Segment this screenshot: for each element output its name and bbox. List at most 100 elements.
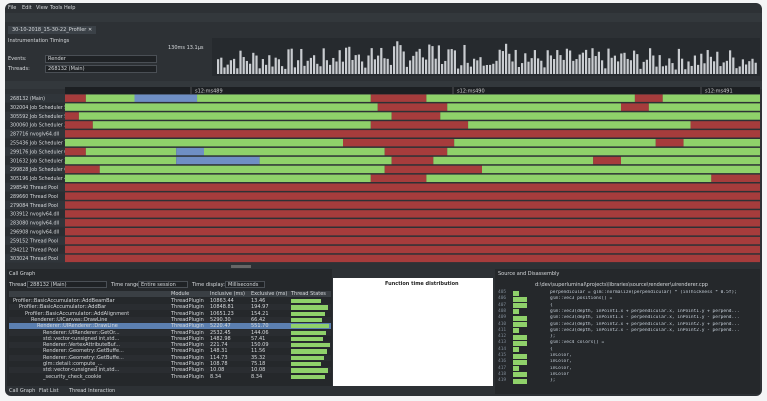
histogram-bar [585,49,588,74]
source-path: d:\dev\superluminal\projects\libraries\s… [535,282,708,288]
events-dropdown[interactable]: Render [45,55,157,63]
table-cell: 11.56 [251,348,266,355]
thread-state-bar [291,374,325,379]
histogram-bar [514,49,517,74]
thread-name: 305196 Job Scheduler 4 [10,176,67,182]
tree-cell: Profiler::BasicAccumulator::AddBar [19,304,107,311]
histogram-bar [588,58,591,74]
histogram-bar [489,64,492,74]
thread-segment [204,147,385,156]
thread-segment [377,103,448,111]
line-number: 410 [498,321,507,327]
display-value: Milliseconds [228,282,259,288]
thread-row-bg [5,138,65,147]
toolbar [5,13,762,22]
range-dropdown[interactable]: Entire session [138,281,188,288]
histogram-bar [258,68,261,74]
thread-segment [621,156,760,165]
thread-row-bg [5,174,65,183]
histogram-bar [594,56,597,74]
table-cell: 10848.81 [210,304,234,311]
histogram-bar [357,54,360,74]
table-cell: ThreadPlugin [171,373,204,380]
histogram-bar [354,55,357,74]
histogram-bar [693,55,696,74]
thread-segment [176,156,260,165]
table-row [9,323,331,330]
histogram-bar [271,66,274,74]
thread-segment [482,165,760,174]
histogram-bar [521,63,524,74]
histogram-bar [239,50,242,74]
thread-segment [92,121,371,129]
histogram-bar [492,63,495,74]
histogram-bar [668,58,671,74]
histogram-bar [642,61,645,74]
histogram-bar [482,65,485,74]
histogram-bar [751,58,754,74]
panel-title: Instrumentation Timings [8,38,70,44]
distribution-title: Function time distribution [385,281,459,287]
thread-segment [176,147,204,156]
thread-segment [655,139,684,147]
histogram-bar [453,50,456,74]
histogram-bar [431,46,434,74]
thread-state-bar [291,305,328,310]
table-row [9,304,331,311]
line-number: 419 [498,378,507,384]
coverage-bar [513,378,527,384]
thread-name: 294212 Thread Pool [10,247,58,253]
histogram-bar [537,58,540,74]
session-tab[interactable]: 30-10-2018_15-30-22_Profiler ✕ [8,26,97,34]
thread-segment [433,156,594,165]
histogram-bar [505,43,508,74]
histogram-bar [370,48,373,74]
histogram-bar [405,66,408,74]
time-marker: s12:ms490 [457,89,485,95]
histogram-bar [335,61,338,74]
tree-cell: Renderer::Geometry::GetBuffe... [43,348,124,355]
histogram-bar [447,49,450,74]
histogram-bar [303,65,306,74]
histogram-bar [725,60,728,74]
histogram-bar [546,50,549,74]
thread-segment [683,139,760,147]
thread-segment [65,139,343,147]
table-row [9,342,331,349]
thread-segment [65,94,86,102]
code-line: }; [550,378,556,384]
coverage-bar [513,366,519,372]
thread-segment [391,156,434,165]
thread-dropdown[interactable]: 288132 (Main) [27,281,107,288]
histogram-bar [223,67,226,74]
table-row [9,361,331,367]
histogram-bar [274,57,277,74]
thread-state-bar [291,317,322,323]
histogram-bar [639,68,642,74]
histogram-bar [690,65,693,74]
thread-segment [370,94,427,102]
histogram-bar [527,61,530,74]
table-cell: ThreadPlugin [171,310,204,317]
thread-segment [65,183,760,191]
histogram-bar [389,64,392,74]
line-number: 412 [498,334,507,340]
histogram-bar [722,62,725,74]
thread-segment [99,165,385,174]
histogram-bar [437,45,440,74]
table-cell: 5220.47 [210,323,231,330]
tab-label: 30-10-2018_15-30-22_Profiler [12,27,87,33]
histogram-bar [252,52,255,74]
thread-segment [426,174,712,182]
histogram-bar [617,61,620,74]
display-dropdown[interactable]: Milliseconds [225,281,265,288]
table-cell: ThreadPlugin [171,316,204,323]
tree-cell: Renderer::UIRenderer::GetOr... [43,329,120,336]
tree-cell: Renderer::VertexAttributeBuf... [43,342,121,349]
threads-dropdown[interactable]: 268132 (Main) [45,65,157,73]
column-header: Inclusive (ms) [210,291,245,297]
histogram-bar [677,48,680,74]
thread-name: 299828 Job Scheduler 6 [10,167,67,173]
tree-cell: std::vector<unsigned int,std... [43,335,120,342]
histogram-bar [463,44,466,74]
